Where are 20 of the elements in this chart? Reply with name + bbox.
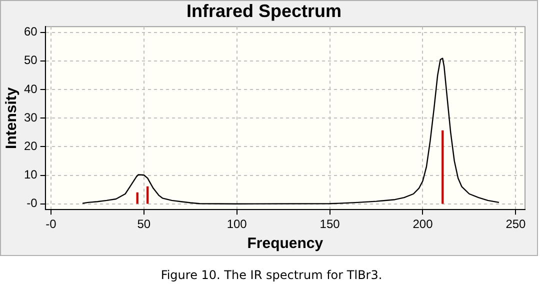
caption: Figure 10. The IR spectrum for TlBr3. bbox=[160, 268, 384, 282]
x-tick-label: -0 bbox=[46, 217, 57, 232]
bar bbox=[136, 192, 138, 204]
y-axis-title: Intensity bbox=[3, 86, 20, 149]
x-tick-label: 150 bbox=[320, 217, 340, 232]
y-tick-label: 40 bbox=[24, 82, 38, 96]
y-tick-label: 20 bbox=[24, 139, 38, 154]
y-tick-label: 10 bbox=[24, 168, 38, 182]
x-tick-label: 250 bbox=[506, 217, 526, 232]
x-tick-label: 100 bbox=[226, 217, 248, 232]
x-tick-label: 50 bbox=[137, 217, 151, 232]
y-tick-label: 30 bbox=[24, 110, 38, 124]
x-tick-label: 200 bbox=[412, 217, 434, 232]
y-tick-label: 50 bbox=[24, 53, 38, 68]
x-axis-title: Frequency bbox=[247, 235, 324, 252]
chart-title: Infrared Spectrum bbox=[186, 0, 342, 21]
y-tick-label: 60 bbox=[24, 24, 38, 39]
bar bbox=[146, 186, 149, 204]
bar bbox=[442, 130, 444, 204]
y-tick-label: -0 bbox=[26, 196, 38, 210]
